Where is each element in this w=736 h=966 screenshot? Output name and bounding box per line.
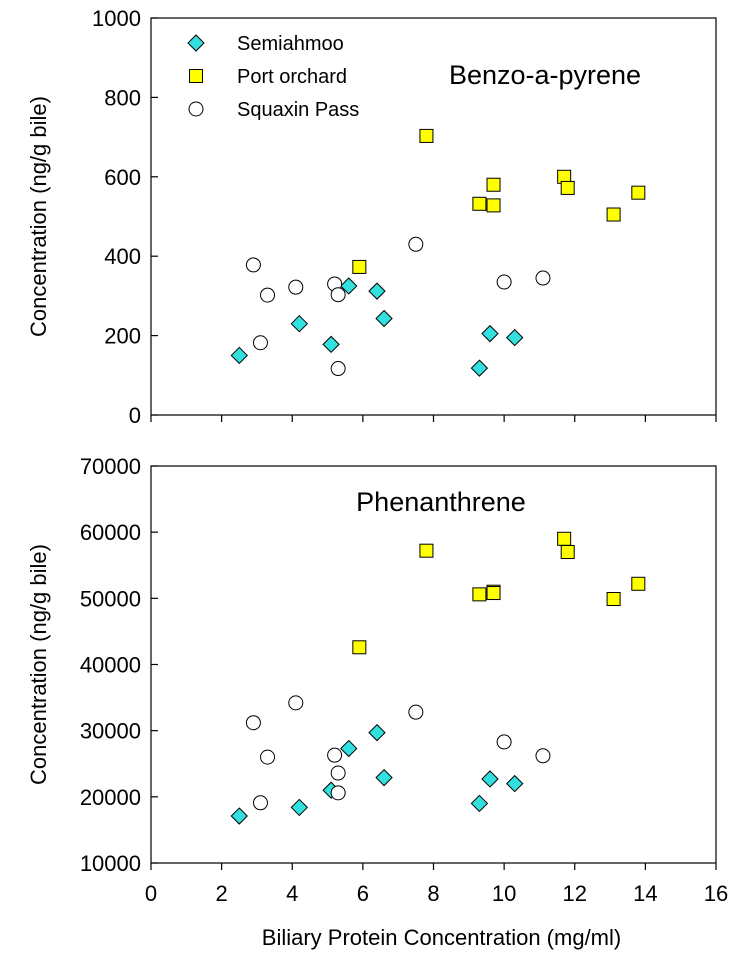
data-point	[535, 270, 551, 286]
data-point	[245, 715, 261, 731]
data-point	[252, 335, 268, 351]
data-point	[557, 531, 572, 546]
data-point	[631, 576, 646, 591]
y-tick-label: 1000	[92, 6, 141, 31]
x-tick-label: 10	[492, 881, 516, 906]
data-point	[486, 177, 501, 192]
y-tick-label: 50000	[80, 586, 141, 611]
data-point	[260, 749, 276, 765]
data-point	[245, 257, 261, 273]
x-tick-label: 8	[427, 881, 439, 906]
data-point	[290, 314, 309, 333]
x-tick-label: 4	[286, 881, 298, 906]
data-point	[631, 185, 646, 200]
data-point	[230, 807, 248, 825]
legend-label: Squaxin Pass	[237, 99, 359, 121]
data-point	[408, 704, 424, 720]
data-point	[496, 734, 512, 750]
data-point	[419, 543, 434, 558]
y-tick-label: 60000	[80, 520, 141, 545]
x-tick-label: 0	[145, 881, 157, 906]
data-point	[375, 768, 393, 787]
data-point	[368, 723, 386, 742]
data-point	[375, 309, 393, 328]
data-point	[470, 794, 489, 813]
legend-label: Port orchard	[237, 66, 347, 88]
series-squaxin-pass	[245, 695, 551, 811]
y-tick-label: 40000	[80, 653, 141, 678]
data-point	[252, 795, 268, 811]
chart-title: Phenanthrene	[356, 487, 526, 517]
data-point	[408, 236, 424, 252]
legend-marker	[187, 34, 205, 52]
data-point	[472, 196, 487, 211]
x-tick-label: 2	[216, 881, 228, 906]
x-tick-label: 14	[633, 881, 657, 906]
data-point	[535, 748, 551, 764]
chart-panel-1: 0 200 400 600 800 1000 Concentration (ng/g bil…	[26, 6, 717, 428]
data-point	[606, 207, 621, 222]
data-point	[288, 695, 304, 711]
series-semiahmoo	[230, 277, 524, 377]
data-point	[560, 545, 575, 560]
y-tick-label: 0	[129, 403, 141, 428]
data-point	[481, 324, 499, 343]
data-point	[506, 328, 524, 347]
data-point	[606, 591, 621, 606]
x-tick-label: 12	[563, 881, 587, 906]
y-tick-label: 800	[104, 85, 141, 110]
x-tick-label: 6	[357, 881, 369, 906]
data-point	[352, 640, 367, 655]
x-axis-title: Biliary Protein Concentration (mg/ml)	[262, 925, 621, 950]
y-tick-label: 10000	[80, 851, 141, 876]
legend: Semiahmoo Port orchard Squaxin Pass	[187, 33, 359, 121]
data-point	[330, 765, 346, 781]
y-axis-title: Concentration (ng/g bile)	[26, 544, 51, 785]
y-tick-label: 200	[104, 324, 141, 349]
data-point	[470, 359, 489, 377]
data-point	[368, 282, 386, 300]
data-point	[330, 287, 346, 303]
data-point	[472, 587, 487, 602]
data-point	[340, 739, 358, 758]
data-point	[230, 346, 248, 365]
data-point	[481, 770, 499, 788]
chart-title: Benzo-a-pyrene	[449, 60, 641, 90]
data-point	[290, 798, 309, 817]
data-point	[560, 180, 575, 195]
data-point	[330, 785, 346, 801]
y-axis-title: Concentration (ng/g bile)	[26, 96, 51, 337]
series-semiahmoo	[230, 723, 524, 825]
series-port-orchard	[352, 128, 646, 274]
series-port-orchard	[352, 531, 646, 655]
data-point	[327, 747, 343, 763]
data-point	[496, 274, 512, 290]
y-tick-label: 400	[104, 244, 141, 269]
y-tick-label: 70000	[80, 454, 141, 479]
data-point	[330, 361, 346, 377]
y-tick-label: 600	[104, 165, 141, 190]
y-tick-label: 30000	[80, 719, 141, 744]
data-point	[486, 198, 501, 213]
y-tick-label: 20000	[80, 785, 141, 810]
data-point	[506, 774, 524, 793]
data-point	[419, 128, 434, 143]
legend-label: Semiahmoo	[237, 33, 344, 55]
data-point	[288, 279, 304, 295]
plot-frame	[150, 465, 717, 864]
legend-marker	[189, 69, 203, 83]
series-squaxin-pass	[245, 236, 551, 377]
x-tick-label: 16	[704, 881, 728, 906]
data-point	[340, 277, 358, 295]
legend-marker	[188, 101, 204, 117]
data-point	[260, 287, 276, 303]
data-point	[352, 259, 367, 274]
data-point	[486, 586, 501, 601]
data-point	[322, 335, 340, 354]
chart-panel-2: 10000 20000 30000 40000 50000 60000 70000 0 2 4 6 8…	[26, 454, 728, 950]
